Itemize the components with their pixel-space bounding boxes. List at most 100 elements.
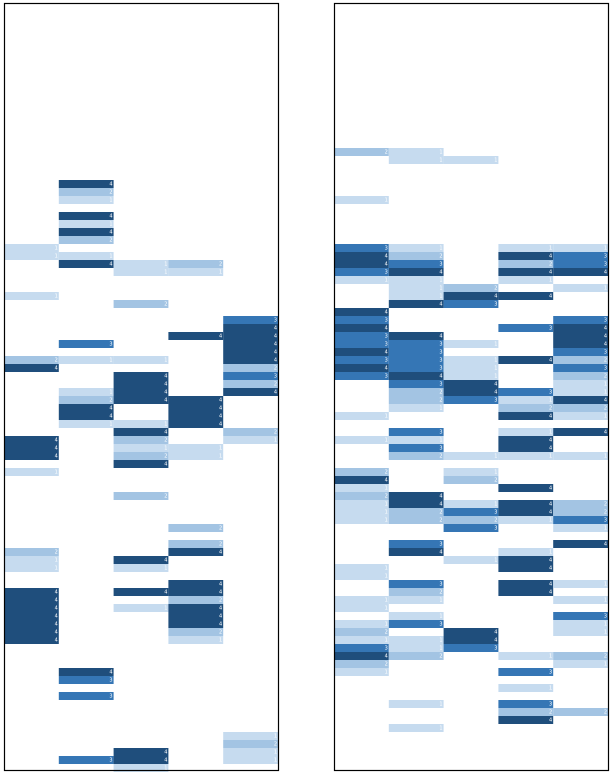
cell-label: 1 (385, 198, 388, 204)
heatmap-cell (334, 412, 389, 420)
heatmap-cell (58, 404, 114, 412)
heatmap-cell (58, 220, 114, 228)
heatmap-cell (4, 612, 59, 620)
cell-label: 3 (439, 262, 442, 268)
heatmap-cell (553, 372, 608, 380)
cell-label: 2 (164, 438, 167, 444)
cell-label: 4 (549, 718, 552, 724)
cell-label: 4 (274, 334, 277, 340)
cell-label: 4 (549, 558, 552, 564)
heatmap-cell (334, 572, 389, 580)
heatmap-cell (388, 596, 444, 604)
cell-label: 4 (164, 430, 167, 436)
heatmap-cell (443, 500, 499, 508)
cell-label: 1 (549, 398, 552, 404)
cell-label: 1 (549, 654, 552, 660)
heatmap-cell (553, 332, 608, 340)
cell-label: 2 (494, 478, 497, 484)
cell-label: 2 (439, 454, 442, 460)
heatmap-cell (334, 476, 389, 484)
heatmap-cell (388, 300, 444, 308)
heatmap-cell (388, 364, 444, 372)
cell-label: 4 (549, 502, 552, 508)
heatmap-cell (553, 540, 608, 548)
cell-label: 4 (109, 182, 112, 188)
cell-label: 4 (219, 334, 222, 340)
heatmap-cell (443, 156, 499, 164)
heatmap-cell (58, 412, 114, 420)
cell-label: 1 (385, 670, 388, 676)
cell-label: 2 (439, 390, 442, 396)
heatmap-cell (553, 596, 608, 604)
cell-label: 1 (549, 454, 552, 460)
heatmap-cell (498, 588, 554, 596)
heatmap-cell (388, 548, 444, 556)
cell-label: 3 (385, 358, 388, 364)
cell-label: 3 (604, 318, 607, 324)
cell-label: 2 (439, 398, 442, 404)
heatmap-cell (223, 372, 278, 380)
heatmap-cell (58, 188, 114, 196)
heatmap-cell (498, 388, 554, 396)
cell-label: 3 (109, 694, 112, 700)
cell-label: 4 (549, 438, 552, 444)
cell-label: 4 (549, 582, 552, 588)
cell-label: 1 (385, 278, 388, 284)
heatmap-cell (388, 588, 444, 596)
heatmap-cell (388, 356, 444, 364)
heatmap-cell (553, 252, 608, 260)
heatmap-cell (443, 300, 499, 308)
heatmap-cell (553, 524, 608, 532)
heatmap-cell (334, 596, 389, 604)
heatmap-cell (553, 508, 608, 516)
heatmap-cell (223, 428, 278, 436)
heatmap-cell (388, 156, 444, 164)
cell-label: 1 (439, 438, 442, 444)
cell-label: 4 (604, 270, 607, 276)
cell-label: 2 (549, 262, 552, 268)
heatmap-cell (113, 452, 169, 460)
cell-label: 4 (55, 454, 58, 460)
cell-label: 2 (604, 502, 607, 508)
cell-label: 1 (549, 246, 552, 252)
heatmap-cell (498, 404, 554, 412)
heatmap-cell (334, 644, 389, 652)
heatmap-cell (498, 356, 554, 364)
cell-label: 3 (439, 350, 442, 356)
heatmap-cell (334, 516, 389, 524)
cell-label: 4 (439, 374, 442, 380)
cell-label: 1 (385, 486, 388, 492)
heatmap-cell (388, 260, 444, 268)
heatmap-cell (388, 332, 444, 340)
cell-label: 3 (274, 318, 277, 324)
heatmap-cell (553, 500, 608, 508)
cell-label: 1 (439, 150, 442, 156)
heatmap-cell (443, 292, 499, 300)
cell-label: 1 (109, 390, 112, 396)
heatmap-cell (553, 652, 608, 660)
heatmap-cell (168, 332, 224, 340)
cell-label: 3 (274, 374, 277, 380)
heatmap-cell (498, 452, 554, 460)
heatmap-cell (4, 364, 59, 372)
cell-label: 1 (274, 750, 277, 756)
heatmap-cell (334, 628, 389, 636)
heatmap-cell (443, 452, 499, 460)
heatmap-cell (168, 268, 224, 276)
heatmap-cell (334, 372, 389, 380)
heatmap-cell (498, 684, 554, 692)
heatmap-cell (553, 628, 608, 636)
cell-label: 1 (55, 294, 58, 300)
heatmap-cell (113, 460, 169, 468)
cell-label: 4 (549, 590, 552, 596)
heatmap-cell (443, 636, 499, 644)
heatmap-cell (223, 732, 278, 740)
cell-label: 1 (164, 766, 167, 772)
cell-label: 4 (164, 590, 167, 596)
heatmap-cell (498, 548, 554, 556)
heatmap-cell (553, 356, 608, 364)
cell-label: 4 (604, 398, 607, 404)
cell-label: 4 (55, 446, 58, 452)
cell-label: 4 (164, 758, 167, 764)
cell-label: 3 (385, 334, 388, 340)
